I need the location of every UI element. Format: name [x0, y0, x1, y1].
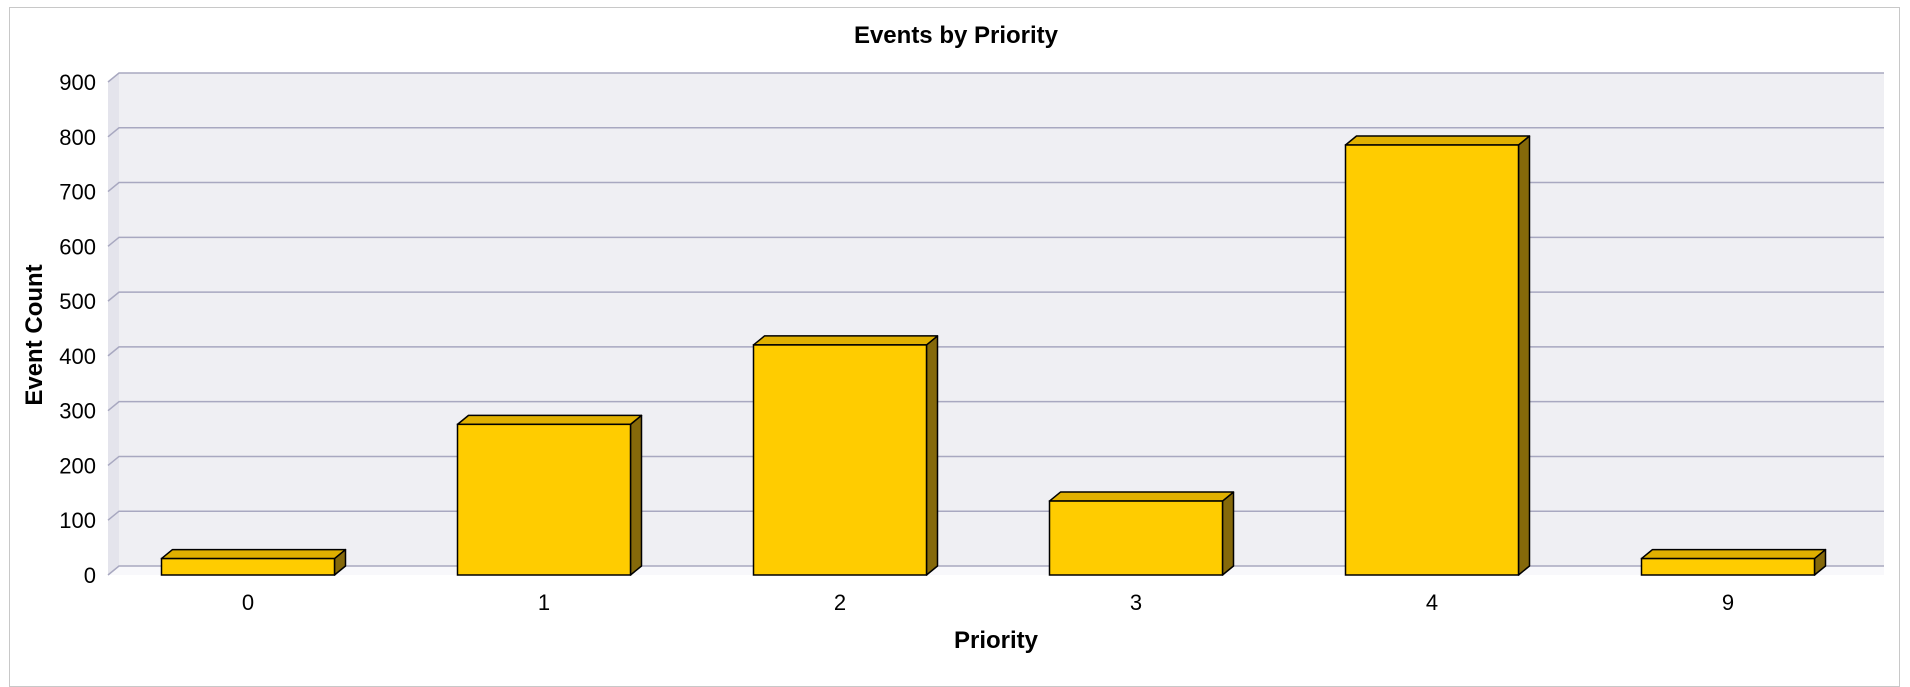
y-tick-label: 300	[59, 399, 96, 424]
gridline	[107, 346, 1884, 357]
x-tick-label: 2	[834, 590, 846, 615]
gridline	[107, 400, 1884, 412]
y-tick-label: 500	[59, 289, 96, 314]
gridline	[107, 236, 1884, 247]
bar-side	[1221, 491, 1235, 576]
gridline	[107, 455, 1884, 467]
x-axis-title: Priority	[954, 627, 1039, 654]
gridline	[107, 565, 1884, 576]
y-tick-label: 0	[84, 563, 96, 588]
x-tick-label: 4	[1426, 590, 1438, 615]
y-tick-label: 200	[59, 453, 96, 478]
bar-top	[160, 548, 347, 560]
plot-left-wall	[108, 73, 119, 575]
plot-floor	[108, 566, 1884, 575]
gridline	[107, 291, 1884, 302]
y-tick-label: 800	[59, 125, 96, 150]
bar-top	[752, 335, 939, 346]
bar-top	[456, 414, 643, 426]
bar	[1640, 557, 1816, 576]
bar-top	[1640, 548, 1827, 560]
gridline	[107, 510, 1884, 521]
plot-background	[119, 73, 1884, 566]
x-tick-label: 3	[1130, 590, 1142, 615]
bar-side	[925, 335, 939, 576]
plot-area: 0 100 200 300 400 500 600 700 800 900 0 1 2 3 4 9	[59, 70, 1884, 615]
bar	[752, 344, 928, 576]
x-tick-label: 1	[538, 590, 550, 615]
gridline	[107, 72, 1884, 83]
y-tick-label: 400	[59, 344, 96, 369]
bar-top	[1048, 491, 1235, 502]
bar	[456, 423, 632, 576]
y-tick-label: 900	[59, 70, 96, 95]
x-tick-label: 9	[1722, 590, 1734, 615]
gridline	[107, 127, 1884, 138]
bar-top	[1344, 135, 1531, 146]
x-tick-label: 0	[242, 590, 254, 615]
bar-side	[1517, 135, 1531, 576]
bar	[1048, 500, 1224, 576]
y-tick-label: 600	[59, 234, 96, 259]
y-tick-label: 700	[59, 180, 96, 205]
bar	[1344, 144, 1520, 576]
chart-title: Events by Priority	[854, 22, 1059, 49]
bar	[160, 557, 336, 576]
y-axis-title: Event Count	[21, 264, 48, 405]
gridline	[107, 181, 1884, 193]
bar-chart: Events by Priority Event Count Priority …	[21, 22, 1884, 654]
bar-side	[629, 414, 643, 576]
y-tick-label: 100	[59, 508, 96, 533]
